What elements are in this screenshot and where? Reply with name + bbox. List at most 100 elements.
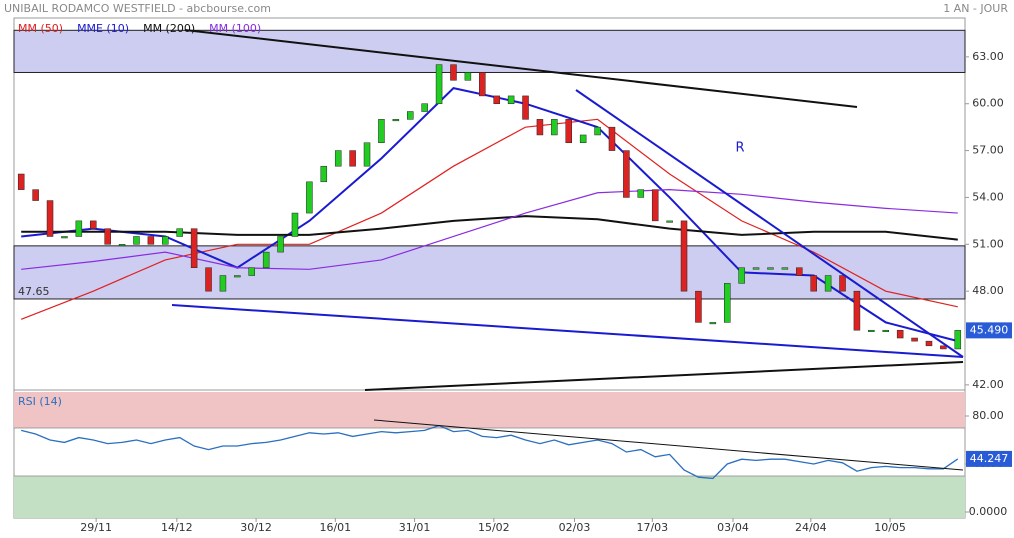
x-tick-label: 15/02: [478, 521, 510, 534]
candle: [90, 220, 97, 229]
candle: [162, 236, 169, 245]
candle: [651, 189, 659, 222]
x-tick-label: 16/01: [319, 521, 351, 534]
rsi-line: [21, 424, 959, 480]
candle: [767, 267, 774, 270]
y-tick-label: 54.00: [972, 190, 1004, 203]
x-tick-label: 14/12: [161, 521, 193, 534]
candle: [17, 173, 25, 190]
trendline: [575, 89, 964, 358]
candle: [479, 72, 486, 97]
candle: [205, 267, 212, 292]
y-tick-label: 42.00: [972, 378, 1004, 391]
candle: [810, 275, 817, 292]
candle: [637, 189, 645, 198]
candle: [594, 126, 601, 136]
candle: [954, 330, 962, 350]
candle: [565, 119, 572, 144]
candle: [493, 95, 500, 104]
candle: [378, 119, 385, 144]
candle: [421, 103, 428, 112]
candle: [219, 275, 227, 292]
period: 1 AN - JOUR: [943, 2, 1008, 15]
x-tick-label: 29/11: [80, 521, 112, 534]
x-tick-label: 17/03: [636, 521, 668, 534]
candle: [709, 322, 717, 325]
candle: [464, 72, 472, 81]
title: UNIBAIL RODAMCO WESTFIELD - abcbourse.co…: [4, 2, 271, 15]
candle: [839, 275, 846, 292]
legend-entry: MM (50): [18, 22, 63, 35]
candle: [306, 181, 313, 214]
candle: [450, 64, 457, 81]
overbought-zone: [14, 392, 965, 428]
candle: [277, 236, 284, 253]
panel-title: RSI (14): [18, 395, 62, 408]
last-price-box: [966, 322, 1012, 339]
candle: [435, 64, 443, 104]
trendline: [364, 361, 964, 391]
y-tick-label: 48.00: [972, 284, 1004, 297]
candle: [147, 236, 155, 245]
legend-entry: MM (200): [143, 22, 195, 35]
candle: [680, 220, 688, 292]
candle: [796, 267, 803, 276]
candle: [32, 189, 39, 201]
x-tick-label: 10/05: [874, 521, 906, 534]
candle: [666, 220, 673, 223]
moving-average: [21, 189, 958, 270]
last-rsi-box: [966, 450, 1012, 467]
y-tick-label: 57.00: [972, 144, 1004, 157]
candle: [234, 275, 241, 278]
candle: [738, 267, 745, 284]
candle: [334, 150, 342, 167]
x-tick-label: 02/03: [559, 521, 591, 534]
candle: [724, 283, 731, 323]
candle: [608, 126, 616, 151]
y-tick-label: 51.00: [972, 237, 1004, 250]
candle: [940, 345, 947, 350]
zone: [13, 245, 966, 300]
y-tick-label: 63.00: [972, 50, 1004, 63]
candle: [781, 267, 789, 270]
candle: [868, 329, 875, 332]
last-price-label: 45.490: [970, 323, 1009, 336]
candle: [579, 134, 587, 144]
candle: [320, 165, 328, 183]
candle: [118, 244, 126, 247]
candle: [752, 267, 760, 270]
candle: [291, 212, 299, 237]
candle: [392, 119, 400, 122]
zone: [13, 29, 966, 73]
candle: [623, 150, 630, 198]
x-tick-label: 31/01: [399, 521, 431, 534]
candle: [824, 275, 832, 292]
candle: [104, 228, 111, 245]
candle: [133, 236, 140, 245]
trendline: [373, 419, 964, 471]
candle: [46, 200, 54, 237]
x-tick-label: 30/12: [240, 521, 272, 534]
x-tick-label: 03/04: [717, 521, 749, 534]
trendline: [171, 304, 964, 358]
candle: [536, 119, 544, 136]
candle: [349, 150, 356, 167]
oversold-zone: [14, 476, 965, 518]
candle: [507, 95, 515, 104]
candle: [551, 119, 558, 136]
zone-label: 47.65: [18, 285, 50, 298]
candle: [896, 329, 904, 339]
candle: [911, 337, 918, 342]
candle: [262, 251, 270, 268]
candle: [61, 236, 68, 239]
candle: [882, 329, 889, 332]
candle: [695, 290, 702, 323]
candle: [176, 228, 183, 237]
layer: 47.65 42.00 48.00 51.00 54.00 57.00 60.00 63.00…: [13, 22, 1012, 534]
candle: [363, 142, 371, 167]
candle: [407, 111, 414, 120]
y-tick-label: 0.0000: [969, 505, 1008, 518]
last-rsi-label: 44.247: [970, 452, 1009, 465]
x-tick-label: 24/04: [795, 521, 827, 534]
